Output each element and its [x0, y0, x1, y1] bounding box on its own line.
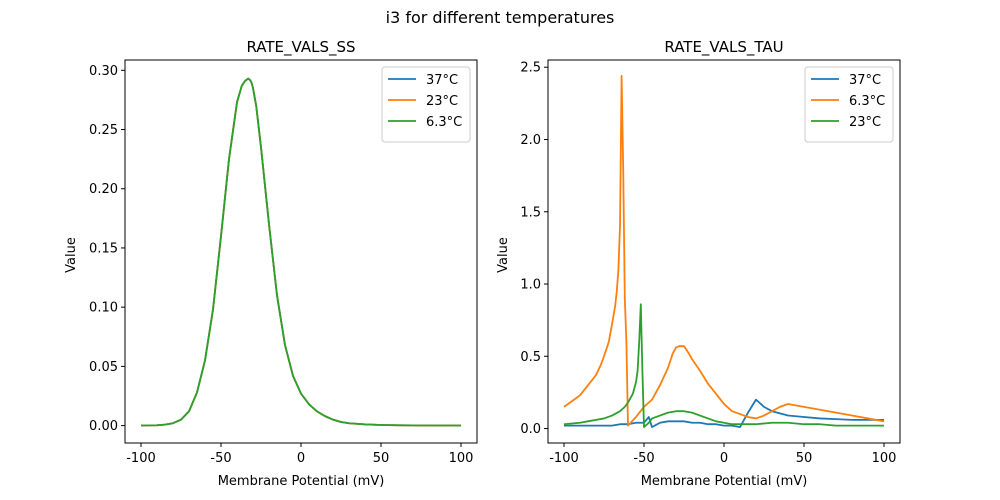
chart-ss-xlabel: Membrane Potential (mV): [218, 474, 385, 489]
chart-tau-ytick-label: 0.5: [520, 350, 541, 365]
chart-tau-xtick-label: -50: [633, 451, 654, 466]
chart-tau-ytick-label: 0.0: [520, 422, 541, 437]
chart-ss-ytick-label: 0.05: [89, 360, 118, 375]
chart-tau-xlabel: Membrane Potential (mV): [641, 474, 808, 489]
chart-ss-ytick-label: 0.10: [89, 301, 118, 316]
chart-ss-xtick-label: 0: [297, 451, 305, 466]
chart-tau-ylabel: Value: [496, 237, 511, 273]
chart-tau-xtick-label: 100: [872, 451, 897, 466]
chart-ss-xtick-label: 100: [449, 451, 474, 466]
chart-ss-title: RATE_VALS_SS: [246, 38, 355, 57]
chart-tau-xtick-label: 50: [796, 451, 813, 466]
chart-tau-xtick-label: 0: [720, 451, 728, 466]
chart-ss-legend-label: 37°C: [426, 73, 458, 88]
figure-suptitle: i3 for different temperatures: [386, 8, 615, 27]
chart-ss-xtick-label: -100: [126, 451, 156, 466]
chart-ss-legend-box: [381, 66, 471, 143]
chart-tau-legend-label: 37°C: [849, 73, 881, 88]
chart-tau-legend-label: 23°C: [849, 115, 881, 130]
chart-ss-xtick-label: 50: [373, 451, 390, 466]
chart-tau-ytick-label: 1.0: [520, 278, 541, 293]
chart-tau-series-line-2: [563, 303, 884, 428]
chart-tau-xtick-label: -100: [549, 451, 579, 466]
chart-tau-legend-label: 6.3°C: [849, 94, 885, 109]
chart-tau-legend: 37°C 6.3°C 23°C: [804, 66, 894, 143]
chart-ss-legend-label: 23°C: [426, 94, 458, 109]
chart-ss-ytick-label: 0.25: [89, 123, 118, 138]
chart-tau-ytick-label: 2.5: [520, 61, 541, 76]
chart-tau: RATE_VALS_TAU Membrane Potential (mV) Va…: [496, 38, 901, 489]
chart-tau-title: RATE_VALS_TAU: [664, 38, 783, 57]
chart-ss-ytick-label: 0.00: [89, 419, 118, 434]
chart-tau-ytick-label: 1.5: [520, 205, 541, 220]
chart-ss-xtick-label: -50: [210, 451, 231, 466]
chart-ss-ytick-label: 0.30: [89, 64, 118, 79]
chart-ss-ylabel: Value: [64, 237, 79, 273]
chart-ss: RATE_VALS_SS Membrane Potential (mV) Val…: [64, 38, 478, 489]
chart-ss-legend: 37°C 23°C 6.3°C: [381, 66, 471, 143]
chart-tau-series-line-1: [563, 75, 885, 427]
chart-ss-ytick-label: 0.15: [89, 241, 118, 256]
chart-ss-series-line-2: [140, 77, 461, 427]
chart-tau-legend-box: [804, 66, 894, 143]
chart-ss-ytick-label: 0.20: [89, 182, 118, 197]
chart-ss-legend-label: 6.3°C: [426, 115, 462, 130]
chart-tau-ytick-label: 2.0: [520, 133, 541, 148]
